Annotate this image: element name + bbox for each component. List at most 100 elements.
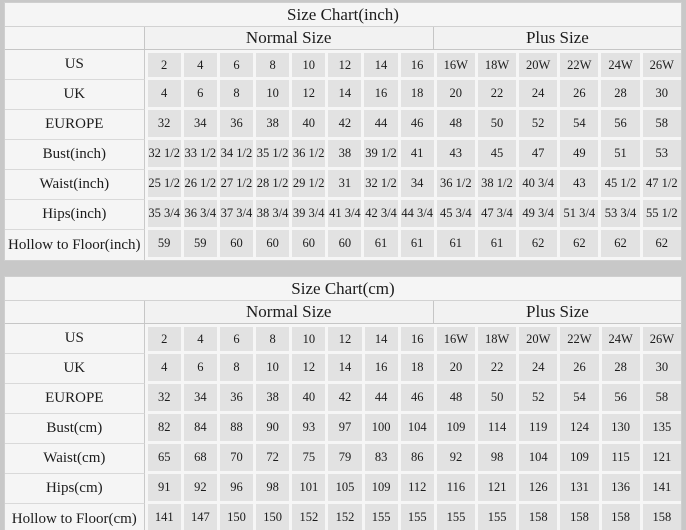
size-chart-inch-table: Size Chart(inch) Normal Size Plus Size U… (4, 2, 682, 261)
size-value-cell: 56 (598, 110, 640, 140)
size-value-cell: 37 3/4 (216, 200, 254, 230)
size-value-cell: 79 (325, 444, 362, 474)
size-value-cell: 34 1/2 (216, 140, 254, 170)
size-value-cell: 24 (516, 354, 558, 384)
size-value-cell: 2 (144, 324, 181, 354)
size-value-cell: 72 (253, 444, 290, 474)
size-value-cell: 38 1/2 (474, 170, 517, 200)
size-value-cell: 59 (144, 230, 181, 260)
normal-size-header: Normal Size (144, 301, 434, 324)
size-value-cell: 10 (253, 80, 290, 110)
row-label: EUROPE (5, 110, 145, 140)
size-value-cell: 150 (216, 504, 254, 530)
size-value-cell: 33 1/2 (180, 140, 217, 170)
size-value-cell: 38 (253, 110, 290, 140)
size-value-cell: 24 (516, 80, 558, 110)
size-value-cell: 8 (253, 50, 290, 80)
size-value-cell: 30 (639, 80, 681, 110)
size-value-cell: 97 (325, 414, 362, 444)
size-chart-cm-table: Size Chart(cm) Normal Size Plus Size US 2… (4, 276, 682, 530)
size-value-cell: 121 (475, 474, 517, 504)
table-row: US 2 4 6 8 10 12 14 16 16W 18W 20W 22W 24W 26W (5, 324, 681, 354)
size-value-cell: 20 (433, 354, 476, 384)
size-value-cell: 12 (289, 354, 326, 384)
size-value-cell: 60 (325, 230, 362, 260)
size-value-cell: 22W (557, 50, 599, 80)
size-value-cell: 4 (144, 80, 181, 110)
size-value-cell: 121 (639, 444, 681, 474)
table-row: Bust(cm) 82 84 88 90 93 97 100 104 109 114 119 124 13… (5, 414, 681, 444)
size-value-cell: 152 (289, 504, 326, 530)
size-value-cell: 86 (397, 444, 434, 474)
size-value-cell: 49 3/4 (516, 200, 558, 230)
size-value-cell: 32 1/2 (144, 140, 181, 170)
size-value-cell: 83 (361, 444, 398, 474)
size-value-cell: 48 (433, 110, 475, 140)
size-value-cell: 70 (216, 444, 254, 474)
size-value-cell: 36 (216, 110, 254, 140)
size-value-cell: 16 (397, 324, 434, 354)
size-value-cell: 6 (180, 80, 217, 110)
size-value-cell: 100 (361, 414, 398, 444)
table-row: Bust(inch) 32 1/2 33 1/2 34 1/2 35 1/2 36 1/2… (5, 140, 681, 170)
size-value-cell: 52 (516, 384, 558, 414)
row-label: EUROPE (5, 384, 145, 414)
size-value-cell: 8 (216, 354, 254, 384)
size-value-cell: 36 1/2 (433, 170, 475, 200)
size-value-cell: 46 (397, 110, 434, 140)
size-value-cell: 45 (474, 140, 517, 170)
size-value-cell: 46 (397, 384, 434, 414)
size-value-cell: 44 3/4 (397, 200, 434, 230)
size-value-cell: 6 (180, 354, 217, 384)
size-value-cell: 105 (325, 474, 362, 504)
size-value-cell: 112 (397, 474, 434, 504)
size-value-cell: 136 (598, 474, 640, 504)
size-value-cell: 35 3/4 (144, 200, 181, 230)
size-value-cell: 131 (557, 474, 599, 504)
row-label: Bust(cm) (5, 414, 145, 444)
size-value-cell: 45 1/2 (598, 170, 640, 200)
size-value-cell: 8 (253, 324, 290, 354)
size-value-cell: 38 3/4 (253, 200, 290, 230)
size-value-cell: 42 (325, 384, 362, 414)
size-value-cell: 158 (557, 504, 599, 530)
size-value-cell: 155 (361, 504, 398, 530)
size-value-cell: 22 (474, 80, 517, 110)
size-value-cell: 109 (361, 474, 398, 504)
table-row: UK 4 6 8 10 12 14 16 18 20 22 24 26 28 30 (5, 80, 681, 110)
size-value-cell: 158 (598, 504, 640, 530)
size-value-cell: 147 (180, 504, 217, 530)
size-value-cell: 61 (474, 230, 517, 260)
size-value-cell: 36 (216, 384, 254, 414)
size-value-cell: 47 (516, 140, 558, 170)
size-value-cell: 24W (598, 50, 640, 80)
corner-cell (5, 27, 145, 50)
size-value-cell: 124 (557, 414, 599, 444)
size-value-cell: 34 (397, 170, 434, 200)
size-value-cell: 32 1/2 (361, 170, 398, 200)
table-title-row: Size Chart(cm) (5, 277, 681, 301)
size-value-cell: 158 (639, 504, 681, 530)
size-value-cell: 32 (144, 384, 181, 414)
row-label: US (5, 50, 145, 80)
size-value-cell: 16 (361, 354, 398, 384)
size-value-cell: 12 (325, 324, 362, 354)
size-value-cell: 62 (639, 230, 681, 260)
size-value-cell: 42 3/4 (361, 200, 398, 230)
size-value-cell: 60 (253, 230, 290, 260)
plus-size-header: Plus Size (433, 27, 681, 50)
size-value-cell: 39 1/2 (361, 140, 398, 170)
size-value-cell: 155 (397, 504, 434, 530)
size-chart-cm: Size Chart(cm) Normal Size Plus Size US 2… (4, 276, 682, 530)
plus-size-header: Plus Size (433, 301, 681, 324)
table-row: Hips(cm) 91 92 96 98 101 105 109 112 116 121 126 131… (5, 474, 681, 504)
size-value-cell: 141 (144, 504, 181, 530)
size-value-cell: 62 (598, 230, 640, 260)
size-value-cell: 115 (598, 444, 640, 474)
table-row: Hollow to Floor(inch) 59 59 60 60 60 60 61 61 61 6… (5, 230, 681, 260)
size-value-cell: 16 (361, 80, 398, 110)
size-value-cell: 98 (475, 444, 517, 474)
size-value-cell: 52 (516, 110, 558, 140)
size-value-cell: 39 3/4 (289, 200, 326, 230)
size-value-cell: 141 (639, 474, 681, 504)
